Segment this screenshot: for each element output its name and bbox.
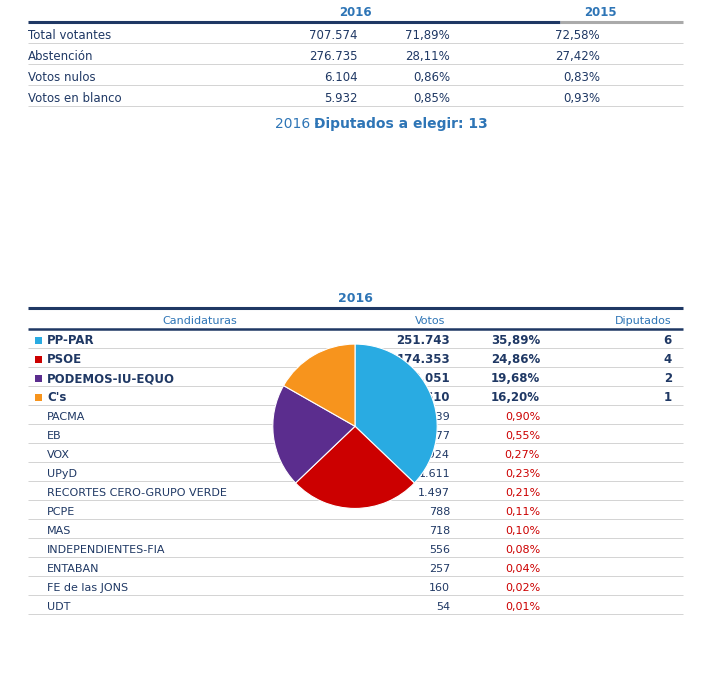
Text: RECORTES CERO-GRUPO VERDE: RECORTES CERO-GRUPO VERDE [47, 488, 227, 498]
Wedge shape [296, 426, 415, 509]
Text: Abstención: Abstención [28, 50, 94, 63]
Text: Votos en blanco: Votos en blanco [28, 92, 122, 105]
Text: 5.932: 5.932 [324, 92, 358, 105]
Text: 257: 257 [429, 564, 450, 574]
Text: 0,85%: 0,85% [413, 92, 450, 105]
Text: 138.051: 138.051 [396, 372, 450, 385]
Text: 4: 4 [664, 353, 672, 366]
Text: Diputados a elegir: 13: Diputados a elegir: 13 [314, 117, 488, 131]
Wedge shape [284, 344, 355, 426]
Text: 1.924: 1.924 [418, 450, 450, 460]
Text: 788: 788 [429, 507, 450, 517]
Text: PACMA: PACMA [47, 412, 85, 422]
Text: Votos: Votos [415, 316, 445, 326]
Text: Diputados: Diputados [616, 316, 672, 326]
Text: PCPE: PCPE [47, 507, 75, 517]
Wedge shape [273, 386, 355, 483]
Text: 276.735: 276.735 [309, 50, 358, 63]
Text: 251.743: 251.743 [396, 334, 450, 347]
Text: 113.610: 113.610 [397, 391, 450, 404]
Text: 556: 556 [429, 544, 450, 555]
Text: 0,93%: 0,93% [563, 92, 600, 105]
Text: 28,11%: 28,11% [405, 50, 450, 63]
Text: 71,89%: 71,89% [405, 29, 450, 42]
Text: 0,90%: 0,90% [505, 412, 540, 422]
Text: 2016: 2016 [338, 7, 371, 20]
Text: 2015: 2015 [584, 7, 616, 20]
Bar [35, 337, 42, 345]
Text: 27,42%: 27,42% [555, 50, 600, 63]
Text: 1.497: 1.497 [418, 488, 450, 498]
Text: 0,23%: 0,23% [505, 469, 540, 479]
Bar [35, 356, 42, 363]
Text: 54: 54 [436, 602, 450, 612]
Text: 0,21%: 0,21% [505, 488, 540, 498]
Text: 19,68%: 19,68% [491, 372, 540, 385]
Text: FE de las JONS: FE de las JONS [47, 583, 128, 593]
Text: 0,02%: 0,02% [505, 583, 540, 593]
Text: 0,10%: 0,10% [505, 526, 540, 536]
Wedge shape [355, 344, 437, 483]
Text: 1.611: 1.611 [418, 469, 450, 479]
Text: Total votantes: Total votantes [28, 29, 111, 42]
Text: VOX: VOX [47, 450, 70, 460]
Text: 0,83%: 0,83% [563, 71, 600, 84]
Text: 16,20%: 16,20% [491, 391, 540, 404]
Text: 72,58%: 72,58% [555, 29, 600, 42]
Text: 6.339: 6.339 [418, 412, 450, 422]
Text: 6: 6 [664, 334, 672, 347]
Text: 24,86%: 24,86% [491, 353, 540, 366]
Text: 1: 1 [664, 391, 672, 404]
Text: PODEMOS-IU-EQUO: PODEMOS-IU-EQUO [47, 372, 175, 385]
Text: EB: EB [47, 431, 62, 441]
Text: 35,89%: 35,89% [491, 334, 540, 347]
Text: ENTABAN: ENTABAN [47, 564, 100, 574]
Text: 0,04%: 0,04% [505, 564, 540, 574]
Text: 0,55%: 0,55% [505, 431, 540, 441]
Text: PP-PAR: PP-PAR [47, 334, 95, 347]
Text: UDT: UDT [47, 602, 70, 612]
Text: C's: C's [47, 391, 66, 404]
Bar [35, 376, 42, 382]
Text: 2: 2 [664, 372, 672, 385]
Text: 0,01%: 0,01% [505, 602, 540, 612]
Text: UPyD: UPyD [47, 469, 77, 479]
Text: 174.353: 174.353 [396, 353, 450, 366]
Text: 718: 718 [429, 526, 450, 536]
Text: 160: 160 [429, 583, 450, 593]
Text: 0,86%: 0,86% [413, 71, 450, 84]
Text: 2016: 2016 [338, 293, 373, 306]
Text: MAS: MAS [47, 526, 71, 536]
Text: Candidaturas: Candidaturas [163, 316, 237, 326]
Text: 2016 -: 2016 - [275, 117, 324, 131]
Text: 0,08%: 0,08% [505, 544, 540, 555]
Text: 3.877: 3.877 [418, 431, 450, 441]
Text: 0,11%: 0,11% [505, 507, 540, 517]
Bar [35, 394, 42, 401]
Text: PSOE: PSOE [47, 353, 82, 366]
Text: Votos nulos: Votos nulos [28, 71, 95, 84]
Text: 0,27%: 0,27% [505, 450, 540, 460]
Text: 6.104: 6.104 [324, 71, 358, 84]
Text: INDEPENDIENTES-FIA: INDEPENDIENTES-FIA [47, 544, 166, 555]
Text: 707.574: 707.574 [309, 29, 358, 42]
